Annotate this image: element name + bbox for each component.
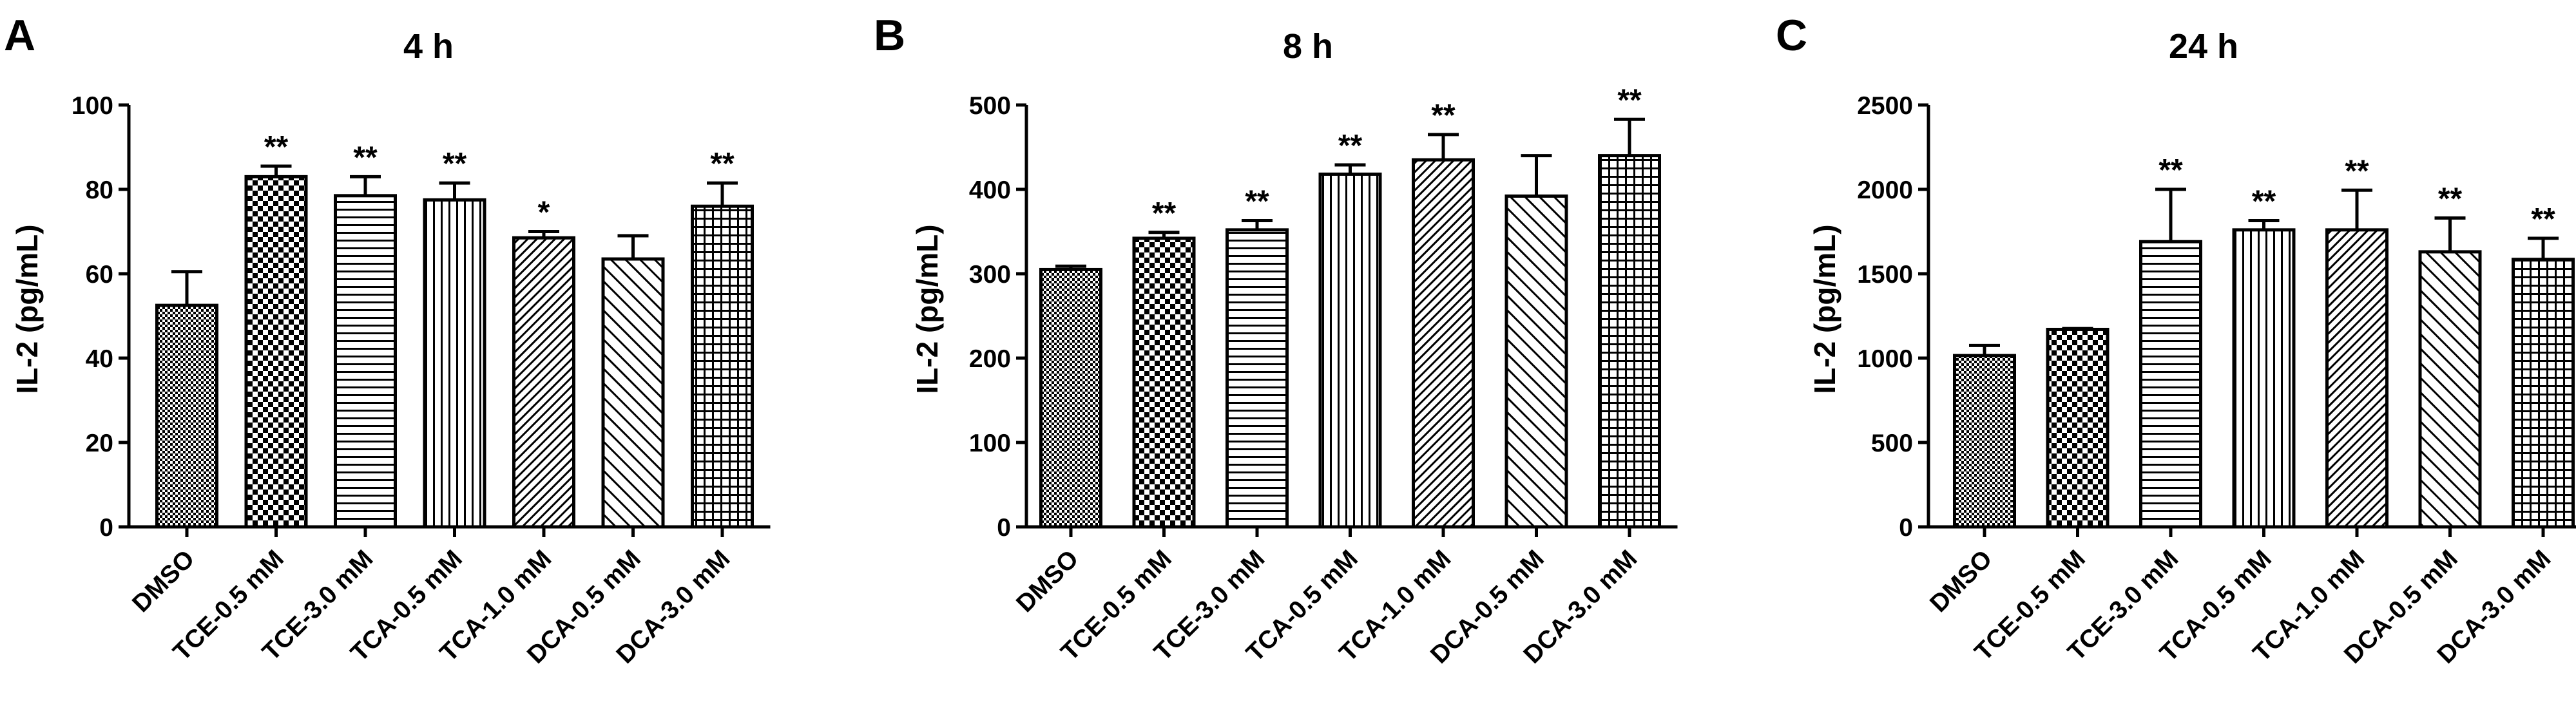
bar-tca-0-5-mm [1318, 172, 1382, 529]
bar-dca-0-5-mm [2418, 250, 2482, 529]
y-tick-label: 60 [86, 261, 113, 289]
x-category-label: DMSO [1011, 545, 1084, 618]
x-category-label: DMSO [1925, 545, 1997, 618]
significance-marker: ** [264, 130, 289, 164]
y-tick-label: 1000 [1857, 345, 1913, 373]
y-tick-label: 2500 [1857, 92, 1913, 120]
bar-tce-3-0-mm [334, 194, 397, 529]
bar-tca-1-0-mm [2325, 228, 2389, 529]
significance-marker: ** [2252, 184, 2276, 218]
panel-b-letter: B [874, 11, 905, 60]
bar-tca-0-5-mm [423, 198, 486, 529]
significance-marker: ** [710, 147, 735, 181]
y-tick-label: 500 [969, 92, 1011, 120]
y-tick-label: 100 [969, 430, 1011, 457]
bar-tca-1-0-mm [512, 236, 575, 529]
bar-dca-0-5-mm [1504, 194, 1568, 529]
panel-c: C 24 h IL-2 (pg/mL) 0 500 1000 1500 2000 2500… [1776, 11, 2576, 669]
panel-a-letter: A [4, 11, 35, 60]
bar-tce-3-0-mm [1226, 228, 1289, 529]
y-tick-label: 80 [86, 176, 113, 204]
y-tick-label: 0 [99, 514, 113, 542]
significance-marker: ** [443, 147, 467, 181]
y-tick-label: 400 [969, 176, 1011, 204]
bar-dca-3-0-mm [2512, 258, 2575, 529]
panel-a-y-axis-label: IL-2 (pg/mL) [10, 224, 44, 394]
significance-marker: ** [2531, 202, 2555, 236]
bar-dca-3-0-mm [691, 204, 754, 529]
bar-tca-0-5-mm [2232, 228, 2296, 529]
significance-marker: ** [1431, 99, 1456, 133]
panel-c-letter: C [1776, 11, 1807, 60]
significance-marker: ** [353, 140, 378, 175]
x-category-label: DMSO [127, 545, 200, 618]
significance-marker: * [538, 196, 550, 230]
y-tick-label: 500 [1871, 430, 1913, 457]
panel-b-title: 8 h [1283, 27, 1333, 66]
bar-tce-0-5-mm [244, 175, 308, 529]
y-tick-label: 40 [86, 345, 113, 373]
panel-c-title: 24 h [2169, 27, 2238, 66]
bar-tce-0-5-mm [2046, 327, 2110, 529]
panel-b-y-axis-label: IL-2 (pg/mL) [910, 224, 944, 394]
significance-marker: ** [1338, 129, 1363, 163]
bar-dca-3-0-mm [1598, 154, 1661, 529]
bar-tce-3-0-mm [2139, 240, 2202, 529]
significance-marker: ** [2158, 153, 2183, 187]
significance-marker: ** [2345, 154, 2369, 188]
significance-marker: ** [1152, 196, 1177, 231]
panel-a: A 4 h IL-2 (pg/mL) 020406080100DMSO**TCE… [4, 11, 771, 669]
panel-b: B 8 h IL-2 (pg/mL) 0 100 200 300 400 500 DMSO *… [874, 11, 1678, 669]
y-tick-label: 200 [969, 345, 1011, 373]
y-tick-label: 0 [1899, 514, 1913, 542]
bar-dmso [155, 303, 218, 529]
significance-marker: ** [1617, 83, 1642, 117]
bar-dca-0-5-mm [601, 257, 665, 529]
bar-dmso [1039, 267, 1102, 529]
y-tick-label: 2000 [1857, 176, 1913, 204]
panel-c-y-axis-label: IL-2 (pg/mL) [1808, 224, 1841, 394]
panel-a-title: 4 h [403, 27, 454, 66]
significance-marker: ** [1245, 184, 1269, 218]
significance-marker: ** [2438, 182, 2463, 216]
y-tick-label: 20 [86, 430, 113, 457]
y-tick-label: 300 [969, 261, 1011, 289]
y-tick-label: 1500 [1857, 261, 1913, 289]
bar-dmso [1953, 354, 2016, 529]
bar-tce-0-5-mm [1132, 236, 1196, 529]
y-tick-label: 100 [72, 92, 113, 120]
bar-tca-1-0-mm [1412, 158, 1475, 529]
y-tick-label: 0 [997, 514, 1011, 542]
